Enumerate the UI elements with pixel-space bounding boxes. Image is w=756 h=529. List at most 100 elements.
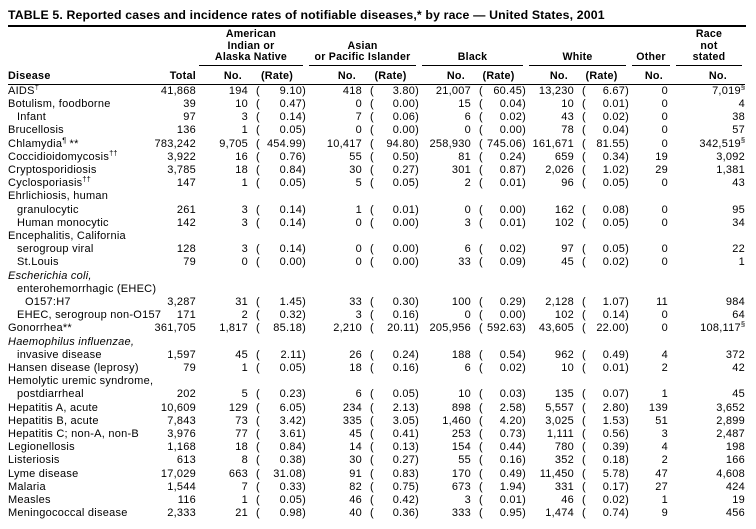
rate-value: 1.02) [602,164,630,176]
table-title: TABLE 5. Reported cases and incidence ra… [8,8,746,27]
race-not-stated-cell: 34 [673,217,745,230]
disease-cell: Chlamydia¶ ** [8,136,148,151]
black-rate-cell: (0.95) [471,507,526,520]
rate-value: 0.27) [392,164,420,176]
black-no-cell: 154 [451,441,472,454]
table-row: Escherichia coli, [8,270,745,283]
total-cell [148,336,196,349]
other-no-cell: 0 [661,243,669,256]
white-rate-cell-text: (5.78) [574,468,629,481]
table-row: Human monocytic 142 3(0.14) 0(0.00) 3(0.01) 1… [8,217,745,230]
other-no-cell: 51 [655,414,669,427]
white-no-cell: 2,026 [545,164,575,176]
race-not-stated-value: 57 [732,124,746,137]
black-rate-cell [471,190,526,203]
table-row: O157:H7 3,287 31(1.45) 33(0.30) 100(0.29) 2,1… [8,296,745,309]
white-no-cell: 162 [554,203,575,216]
other-no-cell: 47 [655,467,669,480]
aian-no-cell [196,375,248,388]
race-not-stated-cell: 2,899 [673,415,745,428]
aian-no-cell: 1,817 [219,322,248,335]
rate-open-paren: ( [256,243,260,256]
aian-no-cell: 129 [228,401,248,414]
api-rate-cell [362,270,419,283]
col-group-race-not-stated: Race not stated [673,28,745,66]
group-label-line: Black [457,51,488,64]
rate-open-paren: ( [582,480,586,493]
footnote-marker: § [740,82,746,92]
white-no-cell: 135 [554,388,575,401]
rate-open-paren: ( [479,150,483,163]
rate-value: 0.08) [602,203,630,216]
rate-value: 0.13) [392,441,420,454]
rate-open-paren: ( [582,137,586,150]
total-cell: 1,168 [167,441,196,454]
rate-open-paren: ( [582,164,586,176]
other-no-cell: 4 [661,348,669,361]
aian-rate-cell-text: (3.61) [248,428,306,441]
api-rate-cell-text: (0.00) [362,98,419,111]
white-no-cell: 78 [561,124,575,137]
api-no-cell: 40 [349,507,362,520]
white-rate-cell [574,230,629,243]
black-rate-cell [471,336,526,349]
black-rate-cell: (0.49) [471,468,526,481]
table-row: Hemolytic uremic syndrome, [8,375,745,388]
rate-open-paren: ( [370,203,374,216]
rate-open-paren: ( [256,401,260,414]
rate-open-paren: ( [256,480,260,493]
rate-value: 0.30) [392,296,420,309]
rate-value: 454.99) [266,137,306,150]
rate-open-paren: ( [370,296,374,309]
aian-rate-cell: (0.05) [248,362,306,375]
rate-open-paren: ( [370,84,374,97]
race-not-stated-value: 198 [725,441,746,454]
rate-value: 22.00) [596,322,630,335]
table-row: St.Louis 79 0(0.00) 0(0.00) 33(0.09) 45(0.02)… [8,256,745,269]
race-not-stated-cell [673,283,745,296]
rate-open-paren: ( [479,256,483,269]
rate-open-paren: ( [479,414,483,427]
col-group-american-indian-alaska-native: American Indian or Alaska Native [196,28,306,66]
rate-open-paren: ( [370,467,374,480]
rate-value: 0.39) [602,441,630,454]
white-rate-cell-text: (0.08) [574,204,629,217]
total-cell: 128 [176,243,196,256]
disease-label: granulocytic [17,203,79,216]
black-rate-cell-text: (0.29) [471,296,526,309]
group-label-line: Asian [347,39,378,52]
rate-value: 2.13) [392,401,420,414]
total-cell: 1,544 [167,480,196,493]
white-rate-cell-text: (0.14) [574,309,629,322]
api-rate-cell [362,190,419,203]
other-no-cell: 0 [661,216,669,229]
disease-label: Ehrlichiosis, human [8,190,109,203]
aian-no-cell: 45 [235,348,248,361]
aian-no-cell: 3 [241,216,248,229]
white-rate-cell [574,283,629,296]
rate-value: 0.16) [499,454,527,467]
api-rate-cell: (0.05) [362,388,419,401]
disease-label: Meningococcal disease [8,507,128,520]
rate-value: 0.05) [392,177,420,190]
rate-value: 0.49) [602,348,630,361]
api-no-cell: 30 [349,454,362,467]
other-no-cell: 0 [661,124,669,137]
other-no-cell: 0 [661,97,669,110]
rate-value: 3.80) [392,84,420,97]
rate-open-paren: ( [479,428,483,441]
disease-cell: Escherichia coli, [8,270,148,283]
api-rate-cell: (0.16) [362,362,419,375]
black-no-cell [419,190,471,203]
footnote-marker: †† [82,174,91,184]
rate-value: 0.02) [499,111,527,124]
race-not-stated-cell: 3,652 [673,402,745,415]
rate-open-paren: ( [582,467,586,480]
aian-rate-cell-text: (0.14) [248,243,306,256]
race-not-stated-value: 372 [725,348,746,361]
aian-no-cell [196,336,248,349]
white-no-cell: 1,111 [546,428,575,441]
black-rate-cell [471,375,526,388]
rate-value: 6.05) [279,401,306,414]
white-no-cell: 45 [561,256,575,269]
